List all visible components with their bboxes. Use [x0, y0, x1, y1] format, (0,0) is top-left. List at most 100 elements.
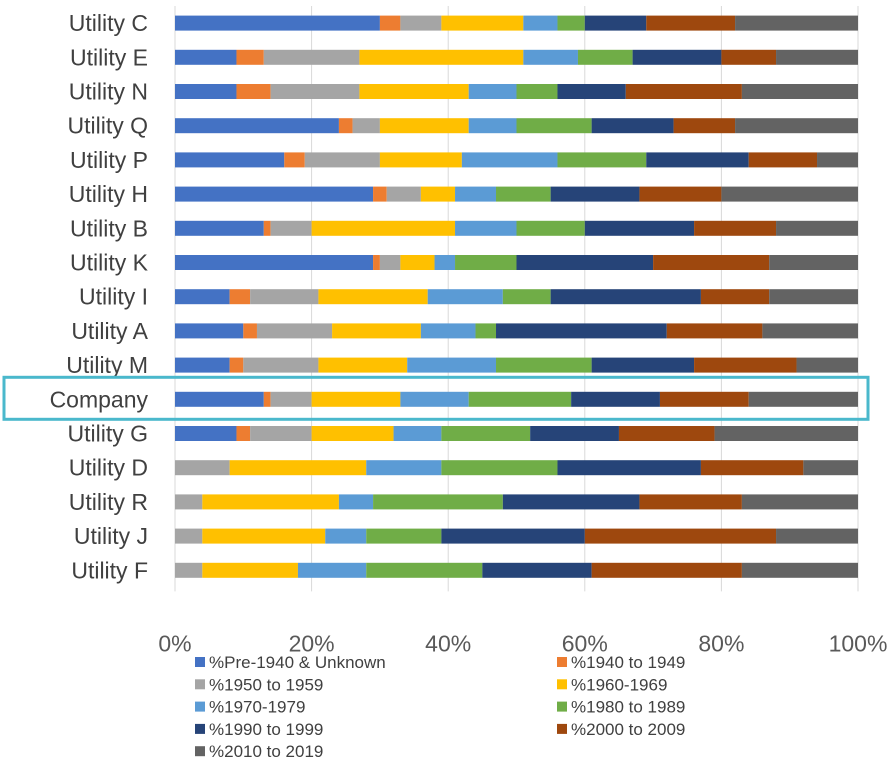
category-label: Utility G [68, 421, 149, 447]
bar-segment [455, 220, 517, 236]
bar-segment [400, 255, 435, 270]
category-label: Utility A [71, 318, 148, 344]
bar-segment [646, 152, 749, 168]
bar-segment [400, 391, 469, 407]
bar-segment [502, 494, 640, 510]
bar-segment [741, 494, 858, 510]
bar-segment [441, 426, 531, 441]
bar-segment [175, 255, 374, 270]
legend-label: %1950 to 1959 [209, 675, 323, 694]
bar-segment [229, 357, 244, 373]
legend-label: %1980 to 1989 [571, 698, 685, 717]
bar-segment [236, 49, 264, 65]
bar-segment [175, 494, 203, 510]
bar-segment [666, 323, 763, 339]
bar-segment [325, 528, 367, 544]
x-axis-tick-labels: 0% 20% 40% 60% 80% 100% [158, 630, 887, 656]
bar-segment [202, 562, 298, 578]
bar-segment [175, 49, 237, 65]
bar-segment [721, 186, 858, 202]
legend-swatch [557, 657, 567, 667]
bar-segment [270, 391, 312, 407]
bar-segment [427, 289, 503, 305]
bar-segment [482, 562, 592, 578]
bar-segment [523, 49, 578, 65]
category-label: Utility Q [68, 113, 149, 139]
bar-segment [748, 391, 858, 407]
bar-segment [250, 426, 312, 441]
highlight-box [2, 375, 870, 421]
bar-segment [175, 118, 339, 134]
bar-segment [175, 186, 374, 202]
legend-label: %Pre-1940 & Unknown [209, 653, 386, 672]
bar-segment [659, 391, 749, 407]
bar-segment [263, 391, 271, 407]
bar-segment [175, 323, 244, 339]
bar-segment [632, 49, 722, 65]
bar-segment [591, 562, 742, 578]
category-label: Utility I [79, 284, 148, 310]
bar-segment [700, 289, 770, 305]
bar-segment [748, 152, 818, 168]
bar-segment [557, 84, 626, 99]
bar-segment [817, 152, 858, 168]
x-tick-label: 40% [425, 630, 471, 656]
bar-segment [373, 255, 380, 270]
bar-segment [769, 289, 858, 305]
bar-segment [175, 152, 285, 168]
bar-segment [400, 15, 442, 31]
bar-segment [741, 84, 858, 99]
bar-segment [550, 186, 640, 202]
bar-segment [803, 460, 858, 476]
bar-segment [516, 84, 558, 99]
bar-segment [516, 255, 654, 270]
bar-segment [700, 460, 804, 476]
bar-segment [175, 357, 230, 373]
bar-segment [434, 255, 456, 270]
bar-segment [625, 84, 742, 99]
bar-segment [557, 15, 585, 31]
bar-segment [776, 220, 858, 236]
bar-segment [584, 528, 777, 544]
bar-segment [523, 15, 558, 31]
bar-segment [475, 323, 497, 339]
bar-segment [175, 84, 237, 99]
bar-segment [379, 15, 401, 31]
bar-segment [591, 118, 674, 134]
bar-segment [236, 84, 271, 99]
bar-segment [468, 84, 517, 99]
bar-segment [202, 494, 339, 510]
bar-segment [591, 357, 695, 373]
bar-segment [229, 289, 251, 305]
bar-segment [175, 528, 203, 544]
bar-segment [311, 220, 456, 236]
bar-segment [263, 49, 360, 65]
bar-segment [379, 152, 462, 168]
legend-swatch [195, 679, 205, 690]
bar-segment [776, 528, 858, 544]
bar-segment [584, 220, 695, 236]
bar-segment [741, 562, 858, 578]
bar-segment [468, 391, 572, 407]
bar-segment [359, 49, 524, 65]
bar-segment [236, 426, 251, 441]
bar-segment [735, 15, 858, 31]
bar-segment [202, 528, 326, 544]
bar-segment [516, 220, 585, 236]
bars [175, 15, 858, 578]
bar-segment [243, 357, 319, 373]
bar-segment [639, 186, 722, 202]
bar-segment [557, 460, 701, 476]
category-label: Utility P [70, 147, 148, 173]
bar-segment [420, 186, 456, 202]
x-tick-label: 60% [562, 630, 608, 656]
bar-segment [653, 255, 770, 270]
bar-segment [420, 323, 476, 339]
bar-segment [263, 220, 271, 236]
bar-segment [318, 357, 408, 373]
bar-segment [379, 118, 469, 134]
bar-segment [338, 494, 374, 510]
bar-segment [379, 255, 401, 270]
bar-segment [386, 186, 421, 202]
bar-segment [175, 426, 237, 441]
